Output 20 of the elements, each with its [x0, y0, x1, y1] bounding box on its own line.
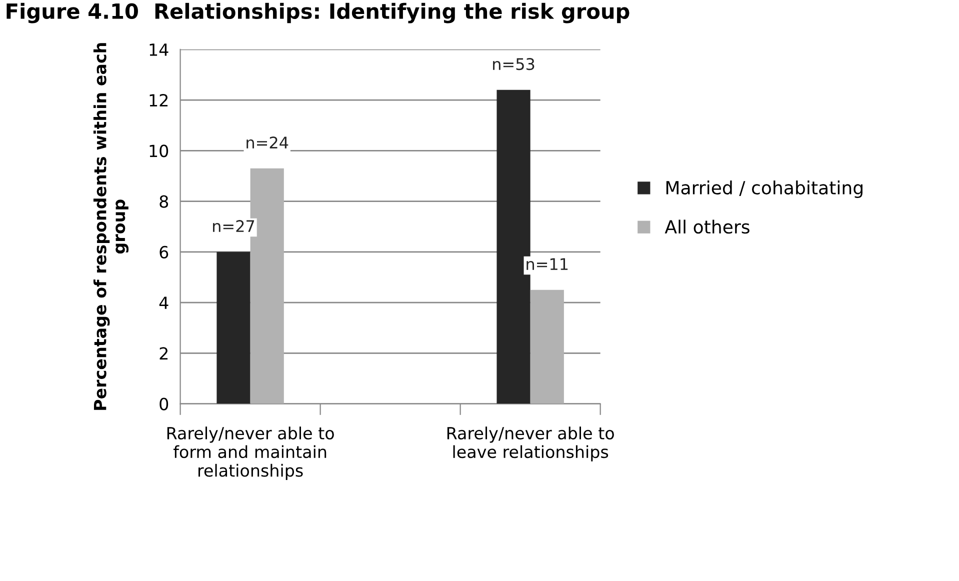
legend-label: All others: [664, 220, 750, 234]
y-tick-label: 4: [159, 296, 168, 309]
x-tick-label: Rarely/never able to form and maintain relationships: [167, 426, 334, 480]
annotation: n=11: [526, 258, 568, 270]
y-tick-label: 10: [150, 144, 168, 158]
legend-label: Married / cohabitating: [666, 180, 862, 198]
y-axis-title: Percentage of respondents within each group: [93, 43, 129, 410]
y-tick-label: 14: [150, 44, 168, 56]
bar: [530, 290, 564, 404]
y-tick-label: 8: [160, 195, 168, 208]
annotation: n=27: [213, 220, 254, 232]
annotation: n=53: [493, 58, 534, 70]
y-tick-label: 0: [160, 398, 168, 410]
y-tick-label: 6: [160, 246, 168, 258]
x-tick-label: Rarely/never able to leave relationships: [447, 426, 614, 462]
chart-title: Figure 4.10 Relationships: Identifying the risk group: [6, 2, 630, 24]
y-tick-label: 2: [160, 347, 168, 360]
y-tick-label: 12: [150, 94, 168, 106]
bar: [216, 252, 250, 404]
annotation: n=24: [246, 136, 288, 148]
